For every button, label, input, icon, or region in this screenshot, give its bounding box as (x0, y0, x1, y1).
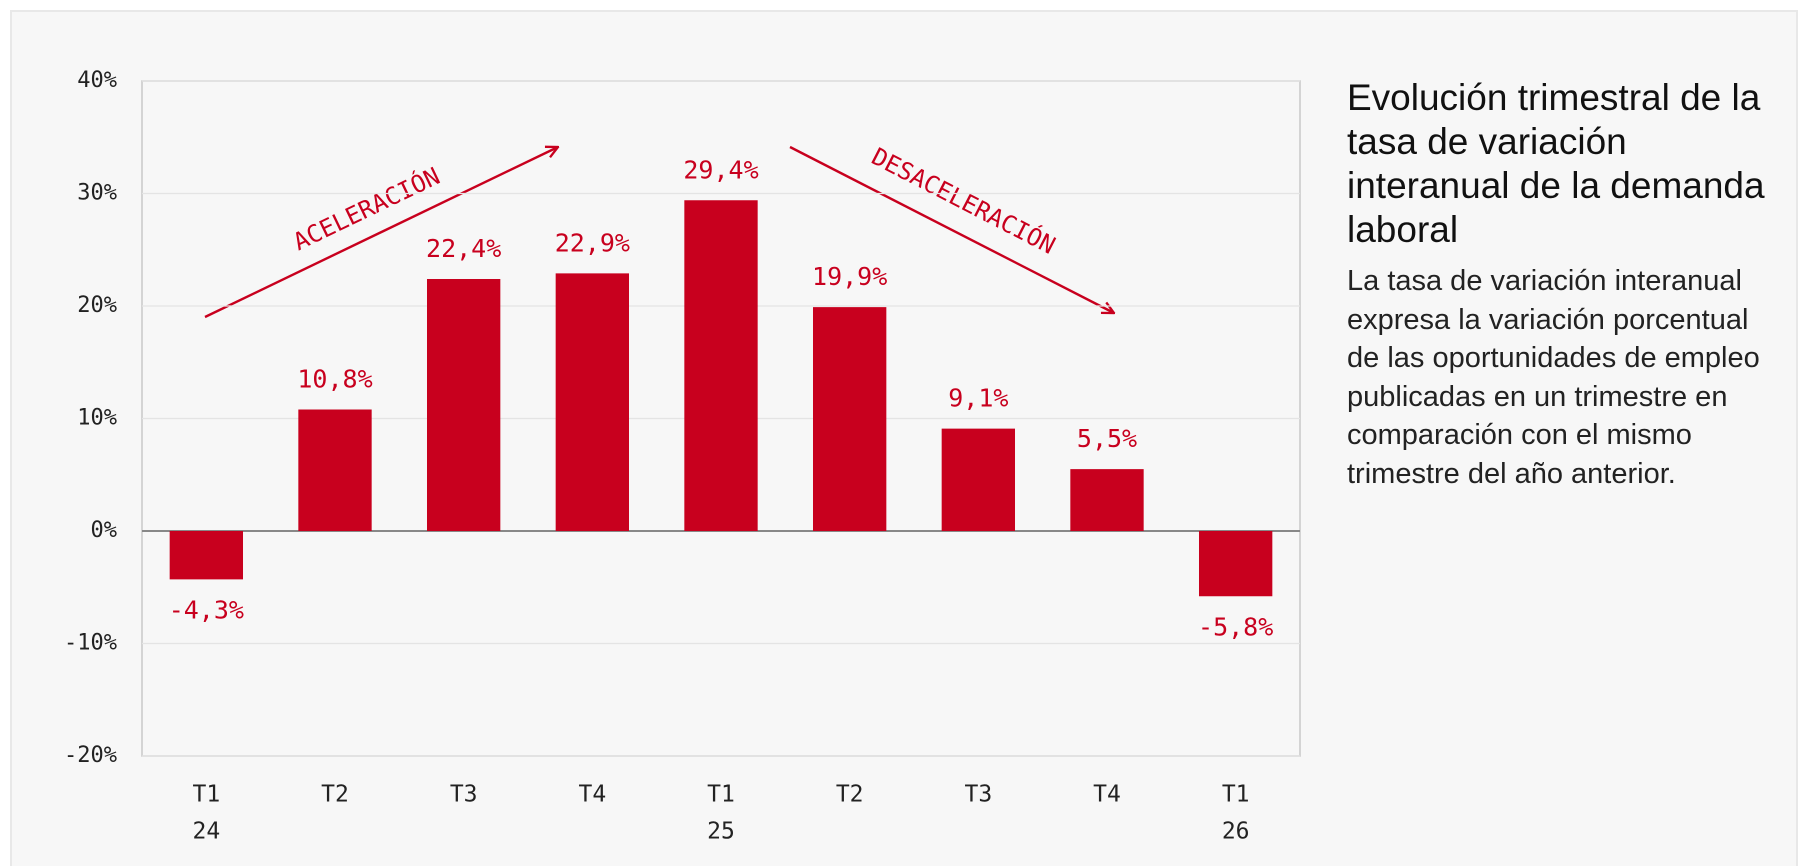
x-tick-label: T4 (1093, 782, 1121, 808)
x-tick-label: T3 (964, 782, 992, 808)
x-tick-label: T4 (578, 782, 606, 808)
bar (941, 428, 1016, 531)
bar (169, 531, 244, 580)
data-label: 10,8% (297, 365, 372, 394)
y-tick-label: 0% (91, 518, 118, 543)
data-label: -4,3% (169, 595, 244, 624)
data-label: 29,4% (683, 155, 758, 184)
data-label: 19,9% (812, 262, 887, 291)
x-tick-label: T1 (1222, 782, 1250, 808)
x-tick-label: 26 (1222, 819, 1250, 845)
annotation: ACELERACIÓN (288, 160, 444, 256)
y-tick-label: 40% (77, 68, 117, 93)
x-tick-label: T2 (836, 782, 864, 808)
bar (426, 279, 501, 531)
x-tick-label: 25 (707, 819, 735, 845)
x-tick-label: T2 (321, 782, 349, 808)
y-tick-label: 10% (77, 406, 117, 431)
x-tick-label: T3 (450, 782, 478, 808)
y-tick-label: -10% (64, 631, 117, 656)
bar (812, 307, 887, 531)
data-label: 5,5% (1077, 424, 1137, 453)
bar (684, 200, 758, 531)
y-tick-label: 30% (77, 181, 117, 206)
bar (1198, 531, 1273, 597)
chart-title: Evolución trimestral de la tasa de varia… (1347, 77, 1765, 250)
bar (1070, 469, 1144, 531)
x-tick-label: T1 (707, 782, 735, 808)
data-label: 22,9% (555, 228, 630, 257)
x-tick-label: T1 (192, 782, 220, 808)
data-label: 22,4% (426, 234, 501, 263)
y-tick-label: -20% (64, 743, 117, 768)
data-label: 9,1% (948, 384, 1008, 413)
bar (298, 409, 372, 531)
bar (555, 273, 630, 531)
arrow (204, 147, 558, 319)
arrow (789, 145, 1114, 313)
chart-subtitle: La tasa de variación interanual expresa … (1347, 265, 1760, 490)
x-tick-label: 24 (192, 819, 220, 845)
y-tick-label: 20% (77, 293, 117, 318)
data-label: -5,8% (1198, 612, 1273, 641)
